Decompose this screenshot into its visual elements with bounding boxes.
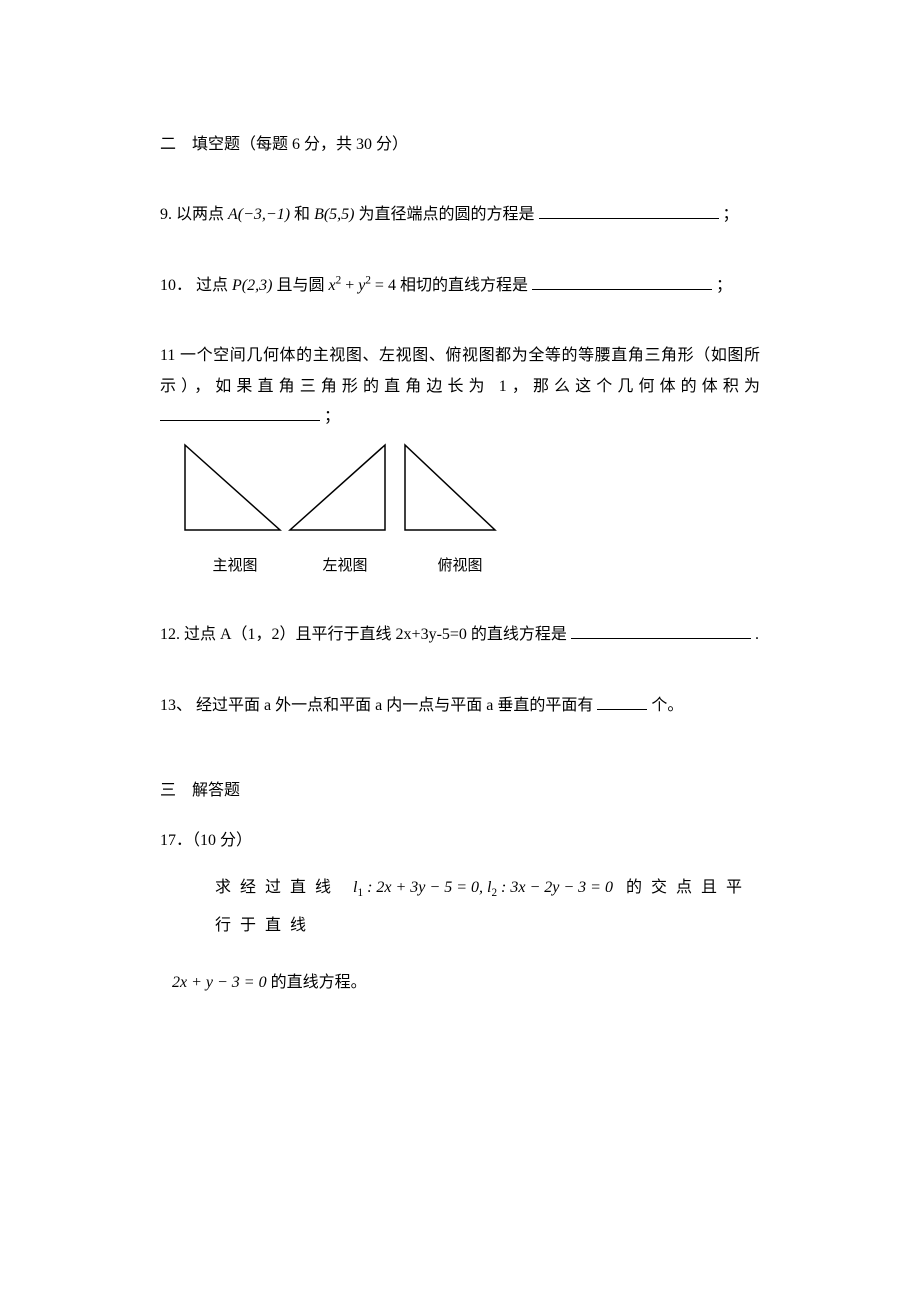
- q11-text: 一个空间几何体的主视图、左视图、俯视图都为全等的等腰直角三角形（如图所示），如果…: [160, 347, 760, 394]
- q13-blank: [597, 693, 647, 710]
- question-17: 17．（10 分） 求经过直线 l1 : 2x + 3y − 5 = 0, l2…: [160, 826, 760, 1002]
- q11-number: 11: [160, 347, 175, 364]
- question-13: 13、 经过平面 a 外一点和平面 a 内一点与平面 a 垂直的平面有 个。: [160, 691, 760, 721]
- q11-triangles-svg: [180, 440, 500, 536]
- q11-tail: ；: [324, 408, 340, 425]
- q11-label-main: 主视图: [185, 552, 285, 581]
- q11-body: 11 一个空间几何体的主视图、左视图、俯视图都为全等的等腰直角三角形（如图所示）…: [160, 341, 760, 432]
- q10-point-p: P(2,3): [232, 277, 272, 294]
- q10-mid: 且与圆: [276, 277, 328, 294]
- q10-pre: 过点: [196, 277, 232, 294]
- q10-number: 10．: [160, 277, 192, 294]
- q10-tail: ；: [716, 277, 732, 294]
- question-11: 11 一个空间几何体的主视图、左视图、俯视图都为全等的等腰直角三角形（如图所示）…: [160, 341, 760, 580]
- question-12: 12. 过点 A（1，2）且平行于直线 2x+3y-5=0 的直线方程是 .: [160, 620, 760, 650]
- q17-line2-eq: 2x + y − 3 = 0: [172, 974, 267, 991]
- q12-tail: .: [755, 626, 759, 643]
- q13-number: 13、: [160, 697, 192, 714]
- q11-figures: [180, 440, 760, 547]
- q10-eq: = 4: [375, 277, 396, 294]
- page: 二 填空题（每题 6 分，共 30 分） 9. 以两点 A(−3,−1) 和 B…: [0, 0, 920, 1142]
- q17-number: 17．（10 分）: [160, 826, 760, 856]
- q10-post: 相切的直线方程是: [400, 277, 528, 294]
- q9-number: 9.: [160, 206, 172, 223]
- q17-line1: 求经过直线 l1 : 2x + 3y − 5 = 0, l2 : 3x − 2y…: [160, 869, 760, 946]
- section-2-heading-text: 二 填空题（每题 6 分，共 30 分）: [160, 136, 408, 153]
- q17-lead: 求经过直线: [215, 879, 340, 896]
- q17-l2-eq: : 3x − 2y − 3 = 0: [497, 879, 613, 896]
- q11-figure-labels: 主视图 左视图 俯视图: [180, 552, 760, 581]
- q9-blank: [539, 202, 719, 219]
- question-9: 9. 以两点 A(−3,−1) 和 B(5,5) 为直径端点的圆的方程是 ；: [160, 200, 760, 230]
- q12-text: 过点 A（1，2）且平行于直线 2x+3y-5=0 的直线方程是: [184, 626, 567, 643]
- section-2-heading: 二 填空题（每题 6 分，共 30 分）: [160, 130, 760, 160]
- q9-tail: ；: [723, 206, 739, 223]
- q17-line2: 2x + y − 3 = 0 的直线方程。: [160, 964, 760, 1002]
- q11-label-top: 俯视图: [410, 552, 510, 581]
- q9-post: 为直径端点的圆的方程是: [359, 206, 535, 223]
- q9-pre: 以两点: [176, 206, 228, 223]
- section-3-heading: 三 解答题: [160, 776, 760, 806]
- q13-text: 经过平面 a 外一点和平面 a 内一点与平面 a 垂直的平面有: [196, 697, 593, 714]
- q12-number: 12.: [160, 626, 180, 643]
- q10-x: x: [328, 277, 335, 294]
- q17-line2-tail: 的直线方程。: [271, 974, 367, 991]
- section-3-heading-text: 三 解答题: [160, 782, 240, 799]
- q10-y-sq: 2: [365, 274, 371, 286]
- q9-mid: 和: [294, 206, 314, 223]
- q10-plus: +: [345, 277, 358, 294]
- q9-point-b: B(5,5): [314, 206, 354, 223]
- q11-label-left: 左视图: [295, 552, 395, 581]
- q13-tail: 个。: [651, 697, 683, 714]
- q9-point-a: A(−3,−1): [228, 206, 290, 223]
- q10-x-sq: 2: [336, 274, 342, 286]
- q11-blank: [160, 404, 320, 421]
- q17-l1: l1 : 2x + 3y − 5 = 0, l2 : 3x − 2y − 3 =…: [353, 879, 613, 896]
- question-10: 10． 过点 P(2,3) 且与圆 x2 + y2 = 4 相切的直线方程是 ；: [160, 271, 760, 301]
- q12-blank: [571, 622, 751, 639]
- q10-blank: [532, 273, 712, 290]
- q17-l1-eq: : 2x + 3y − 5 = 0,: [363, 879, 487, 896]
